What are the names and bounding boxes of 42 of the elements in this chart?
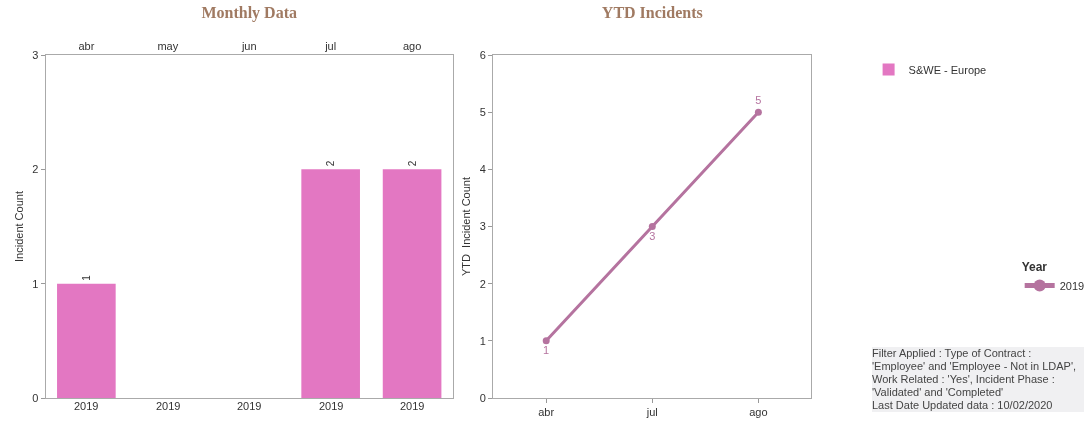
y-tick-label: 4 (479, 163, 486, 176)
y-tick-label: 1 (479, 334, 486, 347)
y-tick-label: 0 (479, 391, 486, 404)
x-tick-label: abr (78, 39, 95, 52)
y-tick-label: 2 (32, 163, 39, 176)
y-axis-title: Incident Count (12, 191, 25, 262)
x-tick-label: abr (538, 406, 555, 419)
text: 2019 (237, 400, 262, 412)
data-label: 3 (649, 230, 656, 243)
text: 1 (80, 275, 92, 281)
x-tick-label: may (157, 39, 179, 52)
y-tick-label: 5 (479, 106, 486, 119)
text: 2019 (156, 400, 181, 412)
y-axis-title: YTD Incident Count (460, 176, 473, 277)
y-tick-label: 2 (479, 277, 486, 290)
text: 2 (325, 160, 337, 167)
x-tick-label: ago (402, 39, 422, 52)
point (754, 108, 762, 116)
text: Last Date Updated data : 10/02/2020 (872, 399, 1054, 412)
text: 2019 (400, 400, 425, 412)
point (648, 223, 656, 230)
text: 2 (406, 160, 418, 167)
x-tick-label: jul (324, 39, 337, 52)
legend-label: S&WE - Europe (908, 63, 987, 76)
chart-title: Monthly Data (201, 3, 297, 22)
point (542, 337, 550, 345)
y-tick-label: 1 (32, 277, 39, 290)
text: 2019 (319, 400, 344, 412)
y-tick-label: 6 (479, 48, 486, 61)
data-label: 5 (755, 94, 762, 107)
x-tick-label: jul (645, 406, 658, 419)
legend-title: Year (1021, 260, 1048, 275)
x-tick-label: ago (749, 406, 768, 419)
chart-title: YTD Incidents (601, 3, 703, 21)
y-tick-label: 3 (479, 220, 486, 233)
text: 2019 (74, 400, 99, 412)
y-tick-label: 0 (32, 391, 39, 404)
y-tick-label: 3 (32, 48, 39, 61)
text: Filter Applied : Type of Contract : 'Employee' and 'Employee - Not in LDAP', Work Related : 'Yes', Incident Phase : 'Validated' and 'Completed' (872, 347, 1078, 399)
x-tick-label: jun (240, 39, 257, 52)
legend-label: 2019 (1059, 279, 1085, 292)
data-label: 1 (543, 344, 550, 357)
